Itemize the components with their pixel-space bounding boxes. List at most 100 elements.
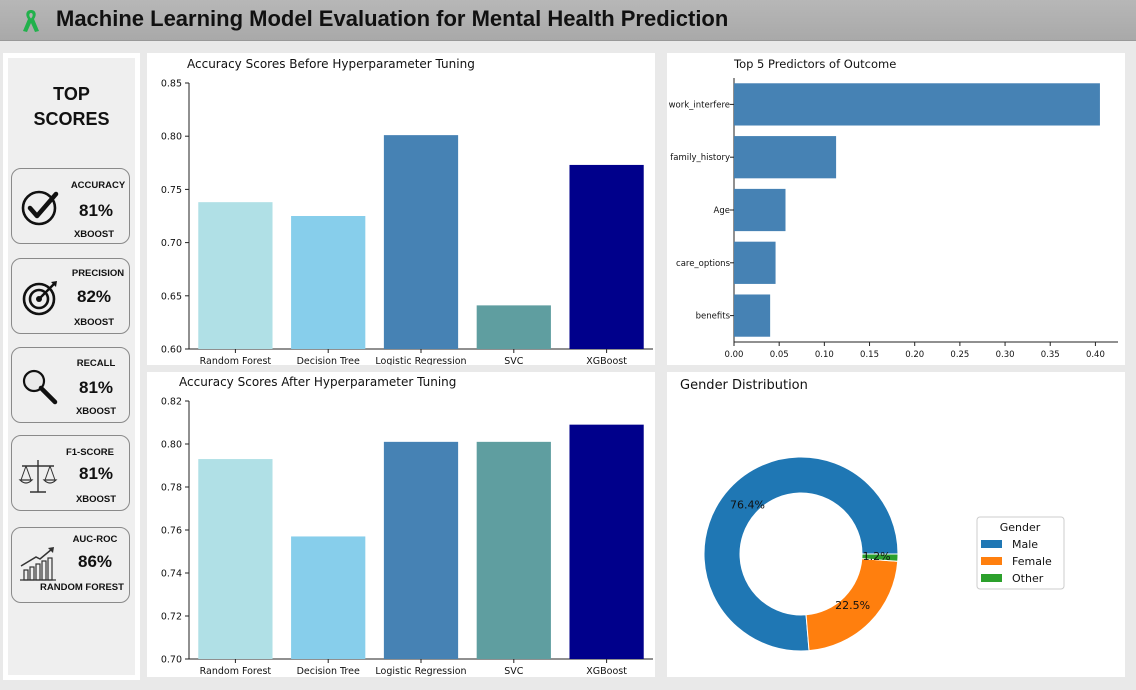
y-tick-label: 0.78 — [161, 483, 182, 494]
x-tick-label: XGBoost — [586, 666, 627, 677]
y-tick-label: work_interfere — [669, 100, 730, 110]
y-tick-label: 0.75 — [161, 185, 182, 196]
bar-decision-tree — [291, 216, 366, 349]
y-tick-label: 0.80 — [161, 132, 182, 143]
y-tick-label: care_options — [676, 259, 731, 269]
f1-score-metric-label: F1-SCORE — [65, 447, 115, 458]
bar-svc — [476, 305, 551, 349]
accuracy-value: 81% — [78, 201, 114, 220]
accuracy-after-chart: Accuracy Scores After Hyperparameter Tun… — [161, 375, 653, 677]
accuracy-after-panel: Accuracy Scores After Hyperparameter Tun… — [147, 372, 655, 677]
legend: Gender Male Female Other — [976, 516, 1065, 590]
x-tick-label: 0.00 — [725, 350, 744, 360]
bar-xgboost — [569, 424, 644, 659]
chart-title: Accuracy Scores Before Hyperparameter Tu… — [187, 57, 475, 71]
bar-logistic-regression — [383, 441, 459, 659]
magnifier-icon — [22, 369, 58, 405]
legend-swatch-other — [981, 574, 1002, 582]
y-tick-label: 0.82 — [161, 397, 182, 408]
slice-other — [861, 553, 899, 562]
auc-roc-value: 86% — [77, 552, 113, 571]
recall-model: XBOOST — [75, 406, 117, 417]
bar-benefits — [734, 294, 771, 337]
x-tick-label: 0.40 — [1086, 350, 1105, 360]
bar-logistic-regression — [383, 135, 459, 349]
legend-swatch-female — [981, 557, 1002, 565]
y-tick-label: 0.80 — [161, 440, 182, 451]
precision-card: PRECISION 82% XBOOST — [11, 258, 130, 334]
y-tick-label: benefits — [696, 312, 731, 322]
auc-roc-metric-label: AUC-ROC — [72, 534, 118, 545]
predictors-chart: Top 5 Predictors of Outcome work_interfer… — [669, 57, 1118, 360]
f1-score-card: F1-SCORE 81% XBOOST — [11, 435, 130, 511]
slice-male — [703, 456, 899, 652]
bar-random-forest — [198, 202, 273, 349]
auc-roc-model: RANDOM FOREST — [40, 582, 124, 593]
awareness-ribbon-icon — [23, 10, 39, 32]
bar-work_interfere — [734, 83, 1100, 126]
bar-care_options — [734, 241, 776, 284]
gender-chart: Gender Distribution 76.4% 22.5% 1.2% Gender M… — [680, 378, 1065, 652]
chart-title: Gender Distribution — [680, 378, 808, 393]
x-tick-label: Logistic Regression — [375, 666, 466, 677]
accuracy-metric-label: ACCURACY — [70, 180, 126, 191]
precision-model: XBOOST — [73, 317, 115, 328]
x-tick-label: 0.30 — [996, 350, 1015, 360]
bar-decision-tree — [291, 536, 366, 659]
bar-svc — [476, 441, 551, 659]
y-tick-label: 0.72 — [161, 612, 182, 623]
x-tick-label: XGBoost — [586, 356, 627, 365]
bar-Age — [734, 188, 786, 232]
y-tick-label: 0.85 — [161, 79, 182, 90]
recall-metric-label: RECALL — [76, 358, 116, 369]
gender-panel: Gender Distribution 76.4% 22.5% 1.2% Gender M… — [667, 372, 1125, 677]
slice-label-other: 1.2% — [863, 550, 891, 563]
target-icon — [22, 281, 57, 316]
top-scores-panel: TOP SCORES ACCURACY 81% XBOOST PRECISION — [3, 53, 140, 680]
precision-metric-label: PRECISION — [71, 268, 125, 279]
dashboard-header: Machine Learning Model Evaluation for Me… — [0, 0, 1136, 41]
recall-card: RECALL 81% XBOOST — [11, 347, 130, 423]
bar-random-forest — [198, 459, 273, 659]
recall-value: 81% — [78, 378, 114, 397]
scale-icon — [18, 460, 58, 493]
x-tick-label: Random Forest — [200, 356, 272, 365]
auc-roc-card: AUC-ROC 86% RANDOM FOREST — [11, 527, 130, 603]
legend-label-male: Male — [1012, 538, 1038, 551]
dashboard-title: Machine Learning Model Evaluation for Me… — [56, 6, 729, 31]
x-tick-label: 0.20 — [905, 350, 924, 360]
chart-title: Top 5 Predictors of Outcome — [733, 57, 896, 71]
legend-label-female: Female — [1012, 555, 1052, 568]
y-tick-label: family_history — [670, 153, 730, 163]
legend-label-other: Other — [1012, 572, 1044, 585]
predictors-panel: Top 5 Predictors of Outcome work_interfer… — [667, 53, 1125, 365]
top-scores-title-line2: SCORES — [33, 109, 110, 129]
precision-value: 82% — [76, 287, 112, 306]
accuracy-card: ACCURACY 81% XBOOST — [11, 168, 130, 244]
accuracy-before-panel: Accuracy Scores Before Hyperparameter Tu… — [147, 53, 655, 365]
accuracy-before-chart: Accuracy Scores Before Hyperparameter Tu… — [161, 57, 653, 365]
slice-label-male: 76.4% — [730, 499, 765, 512]
y-tick-label: 0.65 — [161, 291, 182, 302]
top-scores-title: TOP SCORES — [8, 82, 135, 132]
x-tick-label: SVC — [504, 666, 524, 677]
x-tick-label: Logistic Regression — [375, 356, 466, 365]
chart-title: Accuracy Scores After Hyperparameter Tun… — [179, 375, 456, 389]
checkmark-icon — [21, 190, 59, 226]
x-tick-label: Decision Tree — [297, 356, 360, 365]
y-tick-label: 0.76 — [161, 526, 182, 537]
y-tick-label: 0.70 — [161, 238, 182, 249]
bar-xgboost — [569, 164, 644, 349]
x-tick-label: 0.05 — [770, 350, 789, 360]
top-scores-sidebar: TOP SCORES ACCURACY 81% XBOOST PRECISION — [8, 58, 135, 675]
y-tick-label: 0.74 — [161, 569, 182, 580]
legend-box — [976, 516, 1065, 590]
x-tick-label: SVC — [504, 356, 524, 365]
x-tick-label: Decision Tree — [297, 666, 360, 677]
growth-chart-icon — [20, 547, 56, 581]
y-tick-label: 0.70 — [161, 655, 182, 666]
x-tick-label: 0.35 — [1041, 350, 1060, 360]
accuracy-model: XBOOST — [73, 229, 115, 240]
x-tick-label: Random Forest — [200, 666, 272, 677]
y-tick-label: Age — [714, 206, 730, 216]
